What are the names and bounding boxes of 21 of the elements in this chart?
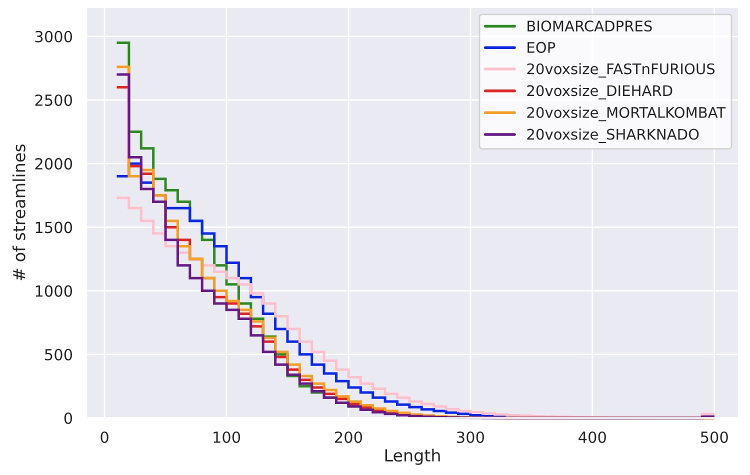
x-tick-label: 0	[100, 431, 108, 444]
y-tick-label: 500	[45, 348, 72, 360]
y-tick-label: 2000	[35, 158, 72, 170]
x-tick-label: 300	[457, 431, 484, 444]
y-tick-label: 3000	[35, 30, 72, 42]
x-tick-label: 100	[214, 431, 240, 444]
y-tick-label: 1500	[36, 222, 72, 234]
x-tick-label: 200	[335, 431, 362, 444]
y-tick-label: 1000	[36, 285, 72, 297]
legend-label: BIOMARCADPRES	[528, 20, 652, 32]
legend-label: 20voxsize_SHARKNADO	[527, 128, 699, 144]
y-tick-label: 0	[64, 412, 72, 424]
y-tick-label: 2500	[35, 94, 72, 106]
x-tick-label: 500	[700, 431, 728, 444]
legend-label: 20voxsize_MORTALKOMBAT	[527, 106, 726, 122]
y-axis-title: # of streamlines	[12, 144, 26, 280]
legend-label: 20voxsize_DIEHARD	[527, 84, 672, 100]
legend-label: EOP	[528, 42, 556, 53]
legend-label: 20voxsize_FASTnFURIOUS	[527, 63, 715, 78]
x-tick-label: 400	[578, 431, 606, 444]
x-axis-title: Length	[385, 448, 440, 465]
